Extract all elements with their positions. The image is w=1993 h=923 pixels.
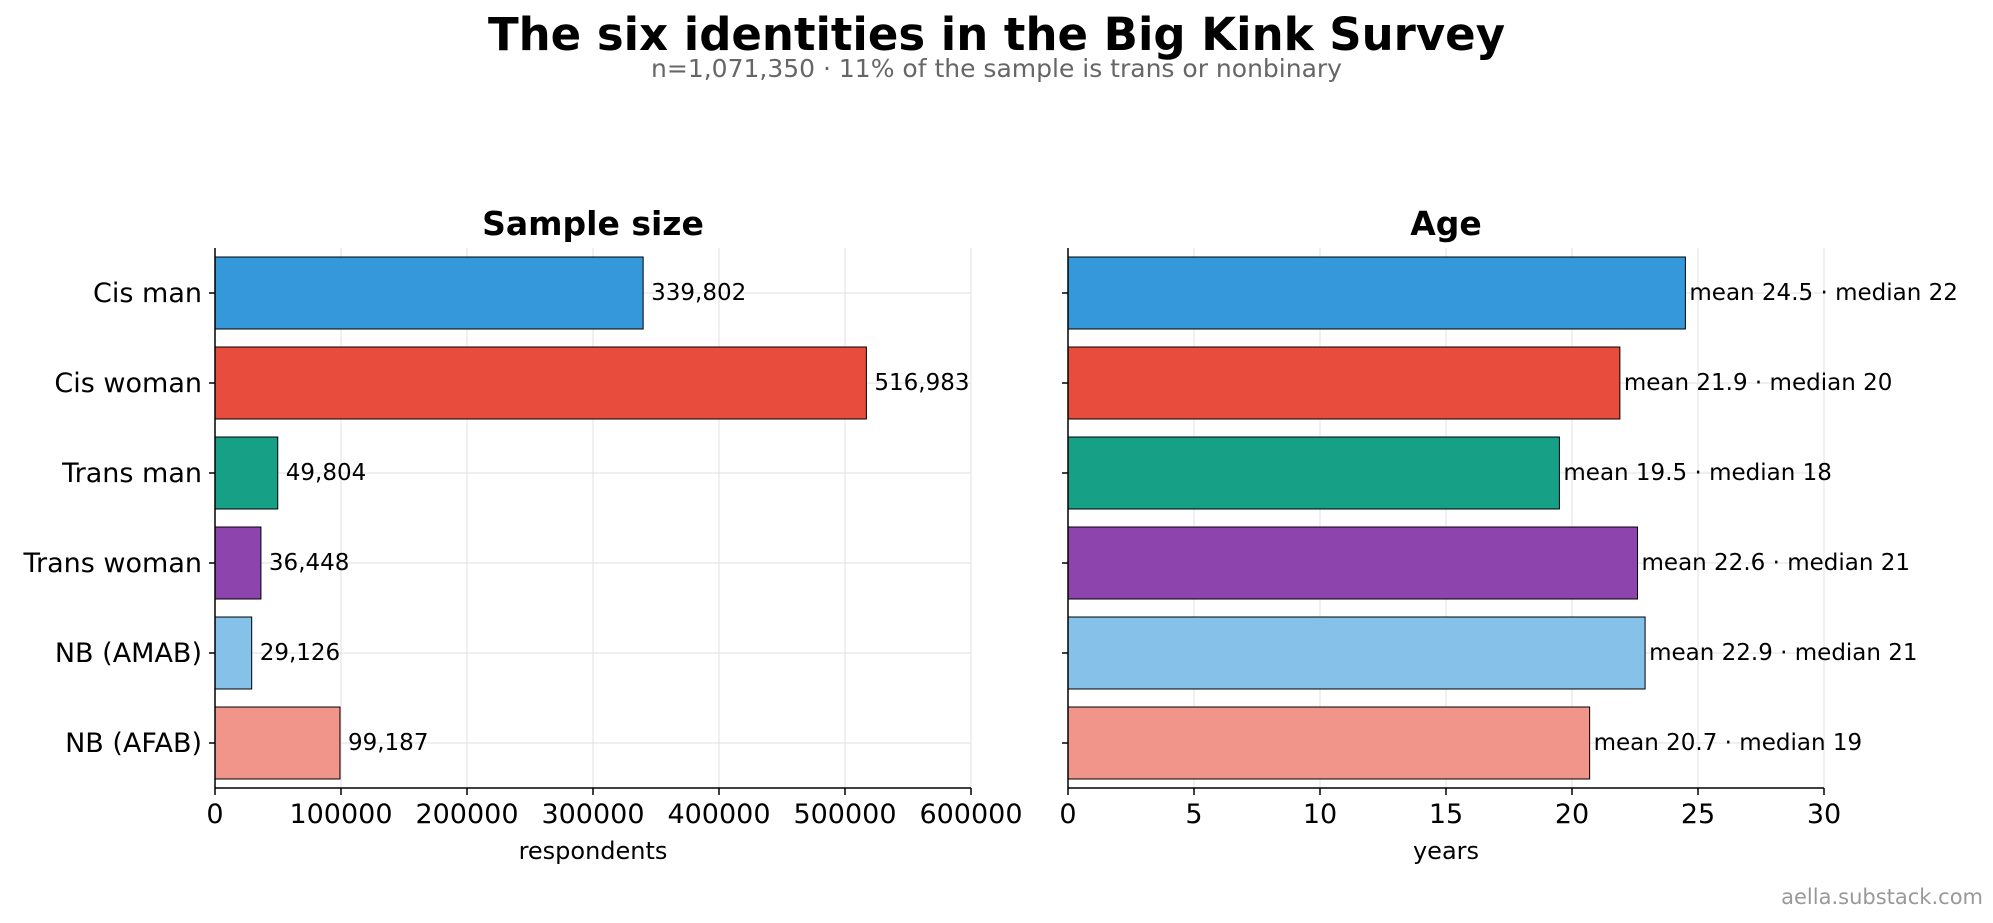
panel-2-data-label-2: mean 21.9 · median 20: [1624, 370, 1892, 396]
source-credit: aella.substack.com: [1781, 885, 1983, 909]
panel-1-xtick-label-4: 400000: [667, 799, 770, 830]
panel-2-bar-3: [1067, 436, 1560, 510]
panel-1-bar-3: [214, 436, 279, 510]
panel-2-xtick-label-5: 25: [1681, 799, 1715, 830]
panel-1-data-label-4: 36,448: [269, 550, 349, 576]
panel-2-bar-4: [1067, 526, 1639, 600]
panel-2-xtick-label-6: 30: [1807, 799, 1841, 830]
panel-1-category-label-6: NB (AFAB): [65, 728, 202, 759]
panel-1-bar-4: [214, 526, 262, 600]
panel-1-xtick-label-6: 600000: [919, 799, 1022, 830]
panel-2-xtick-label-0: 0: [1059, 799, 1076, 830]
panel-1-xlabel: respondents: [519, 837, 668, 865]
panel-1-bar-6: [214, 706, 341, 780]
panel-1-category-label-2: Cis woman: [54, 368, 202, 399]
panel-1-bar-1: [214, 256, 644, 330]
panel-2-bar-1: [1067, 256, 1686, 330]
panel-2-data-label-1: mean 24.5 · median 22: [1689, 280, 1957, 306]
panel-1-data-label-1: 339,802: [651, 280, 746, 306]
panel-2-title: Age: [1410, 204, 1482, 243]
panel-1-category-label-5: NB (AMAB): [55, 638, 202, 669]
panel-1-data-label-3: 49,804: [286, 460, 366, 486]
panel-1-bar-2: [214, 346, 867, 420]
panel-1-title: Sample size: [482, 204, 704, 243]
panel-1-xtick-label-5: 500000: [793, 799, 896, 830]
panel-1-xtick-label-3: 300000: [541, 799, 644, 830]
panel-1-xtick-label-2: 200000: [415, 799, 518, 830]
chart-title: The six identities in the Big Kink Surve…: [487, 8, 1506, 61]
panel-2-xtick-label-2: 10: [1303, 799, 1337, 830]
panel-2-xtick-label-4: 20: [1555, 799, 1589, 830]
panel-2-xlabel: years: [1413, 837, 1479, 865]
chart-subtitle: n=1,071,350 · 11% of the sample is trans…: [651, 54, 1342, 83]
panel-2-xtick-label-3: 15: [1429, 799, 1463, 830]
panel-1-category-label-4: Trans woman: [23, 548, 203, 579]
panel-2-data-label-4: mean 22.6 · median 21: [1642, 550, 1910, 576]
panel-1-xtick-label-0: 0: [206, 799, 223, 830]
panel-1-data-label-6: 99,187: [348, 730, 428, 756]
panel-1-data-label-5: 29,126: [260, 640, 340, 666]
panel-1-category-label-1: Cis man: [93, 278, 202, 309]
panel-2-data-label-6: mean 20.7 · median 19: [1594, 730, 1862, 756]
panel-2-data-label-3: mean 19.5 · median 18: [1563, 460, 1831, 486]
panel-2-xtick-label-1: 5: [1185, 799, 1202, 830]
panel-1-xtick-label-1: 100000: [289, 799, 392, 830]
panel-2-bar-5: [1067, 616, 1646, 690]
panel-1-bar-5: [214, 616, 253, 690]
panel-2-bar-2: [1067, 346, 1621, 420]
panel-2-bar-6: [1067, 706, 1591, 780]
panel-1-category-label-3: Trans man: [61, 458, 202, 489]
panel-1-data-label-2: 516,983: [874, 370, 969, 396]
panel-2-data-label-5: mean 22.9 · median 21: [1649, 640, 1917, 666]
